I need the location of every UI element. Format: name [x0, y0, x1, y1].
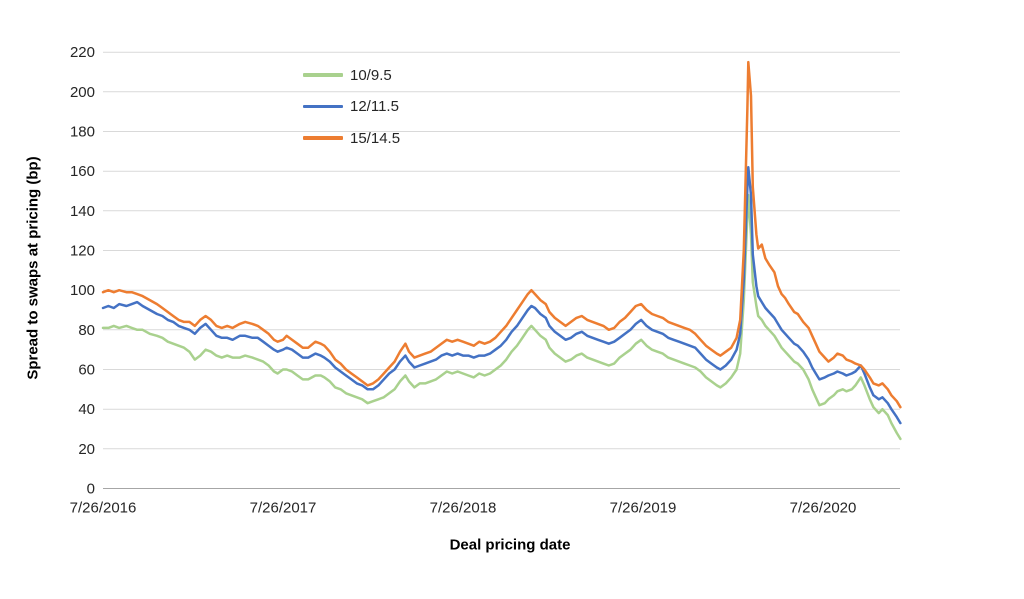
y-tick-label: 0 — [87, 481, 95, 498]
y-tick-label: 180 — [70, 124, 95, 141]
y-tick-label: 120 — [70, 243, 95, 260]
y-tick-label: 160 — [70, 163, 95, 180]
series-line-15-14-5 — [101, 60, 902, 409]
y-tick-label: 20 — [78, 441, 95, 458]
y-tick-label: 60 — [78, 362, 95, 379]
y-tick-label: 200 — [70, 84, 95, 101]
x-tick-label: 7/26/2018 — [430, 500, 497, 517]
y-tick-label: 80 — [78, 322, 95, 339]
x-tick-label: 7/26/2020 — [790, 500, 857, 517]
x-tick-label: 7/26/2019 — [610, 500, 677, 517]
x-tick-label: 7/26/2017 — [250, 500, 317, 517]
y-axis-title: Spread to swaps at pricing (bp) — [24, 156, 42, 380]
series-line-10-9-5 — [101, 193, 902, 441]
y-tick-label: 140 — [70, 203, 95, 220]
x-tick-label: 7/26/2016 — [70, 500, 137, 517]
y-tick-label: 40 — [78, 401, 95, 418]
y-tick-label: 100 — [70, 282, 95, 299]
y-tick-label: 220 — [70, 44, 95, 61]
series-line-12-11-5 — [101, 165, 902, 425]
x-axis-title: Deal pricing date — [449, 536, 571, 554]
